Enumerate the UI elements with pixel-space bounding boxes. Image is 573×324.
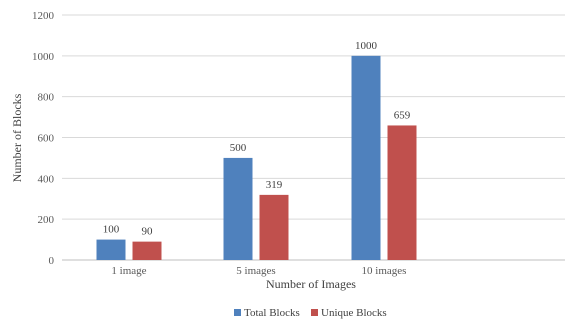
y-axis-title: Number of Blocks bbox=[10, 93, 24, 182]
legend: Total Blocks Unique Blocks bbox=[234, 307, 387, 319]
bar-unique-blocks bbox=[259, 194, 289, 260]
data-labels: 100 90 500 319 1000 659 bbox=[103, 40, 411, 238]
y-tick-label: 1200 bbox=[32, 10, 55, 22]
data-label: 319 bbox=[266, 179, 283, 191]
legend-label: Total Blocks bbox=[244, 307, 300, 319]
data-label: 659 bbox=[394, 109, 411, 121]
gridlines bbox=[62, 14, 565, 261]
x-tick-label: 5 images bbox=[236, 265, 275, 277]
x-tick-label: 1 image bbox=[111, 265, 146, 277]
bar-total-blocks bbox=[351, 55, 381, 261]
y-axis-ticks: 0 200 400 600 800 1000 1200 bbox=[32, 10, 55, 267]
y-tick-label: 800 bbox=[38, 92, 55, 104]
bar-total-blocks bbox=[96, 239, 126, 260]
data-label: 1000 bbox=[355, 40, 378, 52]
data-label: 100 bbox=[103, 224, 120, 236]
legend-swatch bbox=[311, 309, 318, 316]
y-tick-label: 1000 bbox=[32, 51, 55, 63]
data-label: 90 bbox=[142, 226, 154, 238]
y-tick-label: 600 bbox=[38, 133, 55, 145]
x-axis-ticks: 1 image 5 images 10 images bbox=[111, 265, 406, 277]
bar-total-blocks bbox=[223, 157, 253, 260]
legend-swatch bbox=[234, 309, 241, 316]
bar-unique-blocks bbox=[387, 125, 417, 261]
bars bbox=[96, 55, 417, 261]
x-axis-title: Number of Images bbox=[266, 277, 356, 291]
data-label: 500 bbox=[230, 142, 247, 154]
y-tick-label: 200 bbox=[38, 214, 55, 226]
legend-label: Unique Blocks bbox=[321, 307, 387, 319]
bar-unique-blocks bbox=[132, 241, 162, 260]
y-tick-label: 0 bbox=[49, 255, 55, 267]
y-tick-label: 400 bbox=[38, 173, 55, 185]
x-tick-label: 10 images bbox=[362, 265, 407, 277]
